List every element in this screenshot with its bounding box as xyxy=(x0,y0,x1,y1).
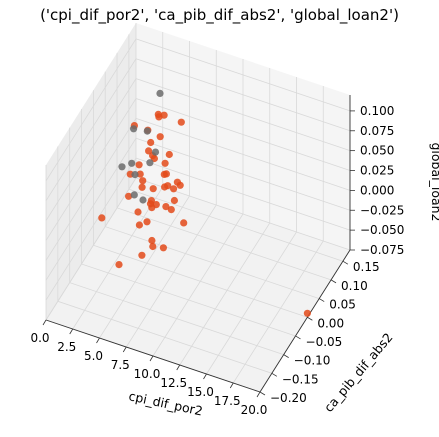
z-tick-label: −0.050 xyxy=(360,223,404,237)
y-tick-label: −0.15 xyxy=(282,372,319,386)
z-tick-label: 0.050 xyxy=(360,144,394,158)
data-point-orange xyxy=(143,218,150,225)
data-point-gray xyxy=(118,163,125,170)
data-point-gray xyxy=(130,125,137,132)
data-point-orange xyxy=(139,177,146,184)
data-point-orange xyxy=(170,185,177,192)
y-tick xyxy=(272,373,277,376)
data-point-gray xyxy=(144,128,151,135)
y-tick-label: −0.20 xyxy=(270,391,307,405)
data-point-orange xyxy=(162,203,169,210)
data-point-orange xyxy=(304,310,311,317)
data-point-gray xyxy=(131,191,138,198)
y-tick xyxy=(296,336,301,339)
data-point-orange xyxy=(147,139,154,146)
x-tick-label: 17.5 xyxy=(214,394,241,408)
x-tick-label: 2.5 xyxy=(57,340,76,354)
data-point-gray xyxy=(128,160,135,167)
y-tick-label: −0.10 xyxy=(294,354,331,368)
x-tick xyxy=(230,383,233,388)
data-point-orange xyxy=(160,244,167,251)
y-tick xyxy=(343,261,348,264)
data-point-orange xyxy=(157,133,164,140)
data-point-orange xyxy=(180,219,187,226)
data-point-orange xyxy=(145,147,152,154)
z-axis-label: global_loan2 xyxy=(429,142,439,221)
data-point-orange xyxy=(139,184,146,191)
z-tick-label: 0.000 xyxy=(360,183,394,197)
x-tick xyxy=(123,347,126,352)
x-tick-label: 10.0 xyxy=(134,367,161,381)
data-point-gray xyxy=(139,196,146,203)
data-point-orange xyxy=(136,221,143,228)
data-point-orange xyxy=(171,197,178,204)
data-point-gray xyxy=(146,159,153,166)
x-tick-label: 0.0 xyxy=(30,331,49,345)
x-tick-label: 5.0 xyxy=(84,349,103,363)
x-tick-label: 20.0 xyxy=(241,403,268,417)
data-point-orange xyxy=(138,252,145,259)
x-tick xyxy=(204,374,207,379)
x-tick xyxy=(257,392,260,397)
y-tick-label: 0.05 xyxy=(329,298,356,312)
x-tick-label: 15.0 xyxy=(187,385,214,399)
y-tick-label: −0.05 xyxy=(306,335,343,349)
y-tick xyxy=(319,299,324,302)
data-point-orange xyxy=(98,214,105,221)
y-tick-label: 0.00 xyxy=(317,316,344,330)
z-tick-label: −0.075 xyxy=(360,243,404,257)
x-tick xyxy=(177,365,180,370)
data-point-orange xyxy=(149,243,156,250)
data-point-orange xyxy=(163,170,170,177)
y-tick-label: 0.10 xyxy=(341,279,368,293)
data-point-orange xyxy=(178,119,185,126)
z-tick-label: 0.025 xyxy=(360,164,394,178)
data-point-orange xyxy=(115,261,122,268)
data-point-orange xyxy=(155,113,162,120)
x-tick xyxy=(43,320,46,325)
data-point-orange xyxy=(153,201,160,208)
y-tick xyxy=(331,280,336,283)
y-tick xyxy=(307,317,312,320)
data-point-orange xyxy=(134,208,141,215)
data-point-gray xyxy=(131,171,138,178)
z-tick-label: −0.025 xyxy=(360,203,404,217)
data-point-orange xyxy=(150,185,157,192)
data-point-orange xyxy=(136,161,143,168)
z-tick-label: 0.075 xyxy=(360,124,394,138)
data-point-orange xyxy=(177,182,184,189)
y-tick xyxy=(284,355,289,358)
z-tick-label: 0.100 xyxy=(360,104,394,118)
x-tick xyxy=(97,338,100,343)
x-tick-label: 7.5 xyxy=(111,358,130,372)
x-tick xyxy=(70,329,73,334)
y-tick xyxy=(260,392,265,395)
x-tick xyxy=(150,356,153,361)
data-point-gray xyxy=(152,149,159,156)
data-point-gray xyxy=(156,90,163,97)
data-point-orange xyxy=(166,151,173,158)
x-tick-label: 12.5 xyxy=(160,376,187,390)
data-point-orange xyxy=(162,160,169,167)
y-tick-label: 0.15 xyxy=(353,260,380,274)
